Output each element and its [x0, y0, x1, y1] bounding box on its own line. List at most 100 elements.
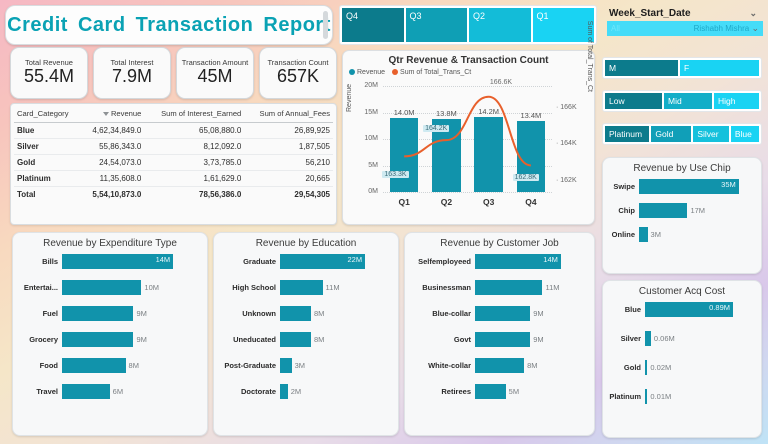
bar-row-silver[interactable]: Silver 0.06M: [605, 331, 755, 346]
bar[interactable]: [639, 203, 688, 218]
column-header-card-category[interactable]: Card_Category: [14, 106, 81, 123]
slicer-item-silver[interactable]: Silver: [693, 126, 729, 142]
bar-row-govt[interactable]: Govt 9M: [407, 332, 588, 347]
bar-row-bills[interactable]: Bills 14M: [15, 254, 201, 269]
bar-row-platinum[interactable]: Platinum 0.01M: [605, 389, 755, 404]
bar[interactable]: [475, 384, 506, 399]
bar-row-entertai-[interactable]: Entertai... 10M: [15, 280, 201, 295]
table-row[interactable]: Blue 4,62,34,849.0 65,08,880.0 26,89,925: [14, 122, 333, 139]
bar-row-swipe[interactable]: Swipe 35M: [605, 179, 755, 194]
bar-row-blue[interactable]: Blue 0.89M: [605, 302, 755, 317]
bar[interactable]: [645, 331, 651, 346]
bar-row-food[interactable]: Food 8M: [15, 358, 201, 373]
legend-item-trans-ct[interactable]: Sum of Total_Trans_Ct: [392, 69, 471, 76]
bar-row-doctorate[interactable]: Doctorate 2M: [216, 384, 392, 399]
qtr-revenue-transaction-chart[interactable]: Qtr Revenue & Transaction Count Revenue …: [342, 21, 595, 225]
bar[interactable]: [62, 358, 126, 373]
bar-row-gold[interactable]: Gold 0.02M: [605, 360, 755, 375]
week-start-date-value-bar[interactable]: All Rishabh Mishra ⌄: [607, 21, 763, 36]
slicer-item-mid[interactable]: Mid: [663, 93, 712, 109]
chevron-down-icon[interactable]: ⌄: [749, 8, 757, 18]
bar[interactable]: 22M: [280, 254, 366, 269]
bar[interactable]: [280, 280, 323, 295]
bar[interactable]: [475, 280, 543, 295]
slicer-item-platinum[interactable]: Platinum: [605, 126, 650, 142]
x-axis-tick[interactable]: Q1: [398, 197, 410, 207]
bar-column-Q3[interactable]: 14.2M: [474, 86, 503, 192]
bar[interactable]: [280, 358, 292, 373]
quarter-slicer-item-q2[interactable]: Q2: [469, 8, 531, 42]
bar-row-unknown[interactable]: Unknown 8M: [216, 306, 392, 321]
bar-row-travel[interactable]: Travel 6M: [15, 384, 201, 399]
table-row[interactable]: Platinum 11,35,608.0 1,61,629.0 20,665: [14, 170, 333, 187]
table-row[interactable]: Silver 55,86,343.0 8,12,092.0 1,87,505: [14, 138, 333, 155]
revenue-by-use-chip-chart[interactable]: Revenue by Use Chip Swipe 35M Chip 17M Onlin…: [602, 157, 762, 274]
bar[interactable]: [280, 384, 288, 399]
bar-row-high-school[interactable]: High School 11M: [216, 280, 392, 295]
title-scrollbar[interactable]: [323, 11, 328, 39]
column-header-interest[interactable]: Sum of Interest_Earned: [144, 106, 245, 123]
revenue-by-education-chart[interactable]: Revenue by Education Graduate 22M High Sch…: [213, 232, 399, 436]
kpi-card-transaction-count[interactable]: Transaction Count 657K: [259, 47, 337, 99]
quarter-slicer[interactable]: Q4 Q3 Q2 Q1: [339, 5, 597, 45]
x-axis-tick[interactable]: Q4: [525, 197, 537, 207]
legend-item-revenue[interactable]: Revenue: [349, 69, 385, 76]
bar[interactable]: [62, 384, 110, 399]
bar[interactable]: [62, 306, 134, 321]
bar-row-white-collar[interactable]: White-collar 8M: [407, 358, 588, 373]
chevron-down-icon[interactable]: ⌄: [751, 23, 759, 33]
bar-row-businessman[interactable]: Businessman 11M: [407, 280, 588, 295]
bar-row-online[interactable]: Online 3M: [605, 227, 755, 242]
revenue-by-expenditure-type-chart[interactable]: Revenue by Expenditure Type Bills 14M Ente…: [12, 232, 208, 436]
bar[interactable]: 0.89M: [645, 302, 733, 317]
bar[interactable]: [62, 332, 134, 347]
bar[interactable]: 14M: [62, 254, 174, 269]
slicer-item-m[interactable]: M: [605, 60, 678, 76]
revenue-by-customer-job-chart[interactable]: Revenue by Customer Job Selfemployeed 14M…: [404, 232, 595, 436]
bar[interactable]: [280, 332, 311, 347]
card-category-table[interactable]: Card_Category Revenue Sum of Interest_Ea…: [10, 103, 337, 225]
bar-row-blue-collar[interactable]: Blue-collar 9M: [407, 306, 588, 321]
table-row[interactable]: Gold 24,54,073.0 3,73,785.0 56,210: [14, 154, 333, 171]
bar[interactable]: 14M: [475, 254, 561, 269]
quarter-slicer-item-q3[interactable]: Q3: [405, 8, 467, 42]
bar[interactable]: [475, 332, 531, 347]
customer-acq-cost-chart[interactable]: Customer Acq Cost Blue 0.89M Silver 0.06M Go…: [602, 280, 762, 438]
bar[interactable]: [639, 227, 648, 242]
bar[interactable]: 35M: [639, 179, 739, 194]
bar-row-post-graduate[interactable]: Post-Graduate 3M: [216, 358, 392, 373]
bar[interactable]: [645, 360, 648, 375]
slicer-item-high[interactable]: High: [713, 93, 759, 109]
bar-row-graduate[interactable]: Graduate 22M: [216, 254, 392, 269]
bar[interactable]: [645, 389, 648, 404]
quarter-slicer-item-q4[interactable]: Q4: [342, 8, 404, 42]
bar-row-retirees[interactable]: Retirees 5M: [407, 384, 588, 399]
card-category-slicer[interactable]: Platinum Gold Silver Blue: [602, 123, 762, 145]
x-axis-tick[interactable]: Q2: [440, 197, 453, 207]
sort-descending-icon[interactable]: [102, 112, 109, 116]
bar-row-fuel[interactable]: Fuel 9M: [15, 306, 201, 321]
bar[interactable]: [475, 358, 525, 373]
bar[interactable]: 14.2M: [474, 107, 503, 192]
kpi-card-transaction-amount[interactable]: Transaction Amount 45M: [176, 47, 254, 99]
bar-row-chip[interactable]: Chip 17M: [605, 203, 755, 218]
bar-row-selfemployeed[interactable]: Selfemployeed 14M: [407, 254, 588, 269]
slicer-item-f[interactable]: F: [679, 60, 759, 76]
kpi-card-total-revenue[interactable]: Total Revenue 55.4M: [10, 47, 88, 99]
bar-row-grocery[interactable]: Grocery 9M: [15, 332, 201, 347]
column-header-annual-fees[interactable]: Sum of Annual_Fees: [244, 106, 333, 123]
slicer-item-gold[interactable]: Gold: [651, 126, 692, 142]
kpi-card-total-interest[interactable]: Total Interest 7.9M: [93, 47, 171, 99]
bar[interactable]: [475, 306, 531, 321]
column-header-revenue[interactable]: Revenue: [80, 106, 145, 123]
bar[interactable]: [62, 280, 142, 295]
x-axis-tick[interactable]: Q3: [482, 197, 495, 207]
quarter-slicer-item-q1[interactable]: Q1: [532, 8, 594, 42]
slicer-item-low[interactable]: Low: [605, 93, 662, 109]
bar[interactable]: [280, 306, 311, 321]
bar-row-uneducated[interactable]: Uneducated 8M: [216, 332, 392, 347]
income-group-slicer[interactable]: Low Mid High: [602, 90, 762, 112]
slicer-item-blue[interactable]: Blue: [730, 126, 759, 142]
week-start-date-slicer[interactable]: Week_Start_Date ⌄ All Rishabh Mishra ⌄: [603, 5, 763, 45]
